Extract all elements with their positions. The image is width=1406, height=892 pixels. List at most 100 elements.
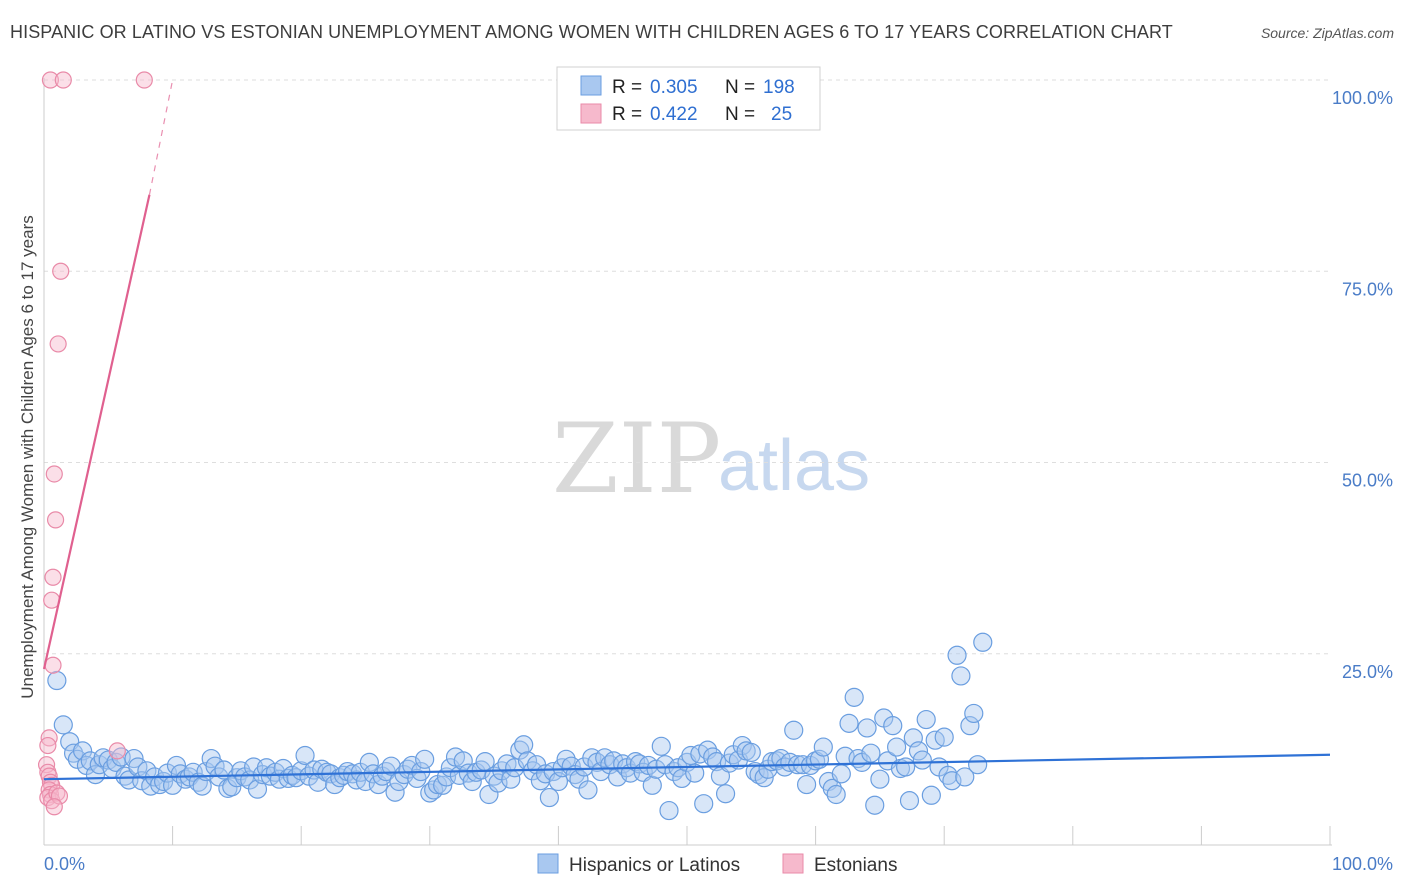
legend: Hispanics or Latinos Estonians — [537, 853, 897, 876]
watermark-zip: ZIP — [552, 403, 721, 515]
point-hispanics — [247, 779, 268, 799]
point-hispanics — [831, 764, 851, 784]
point-hispanics — [539, 787, 559, 808]
stats-r-value-pink: 0.422 — [650, 104, 698, 125]
point-hispanics — [826, 784, 846, 805]
series-estonians — [37, 71, 153, 816]
point-hispanics — [741, 742, 761, 763]
point-hispanics — [53, 715, 73, 735]
source-label: Source: ZipAtlas.com — [1260, 25, 1394, 41]
legend-label-estonians: Estonians — [814, 855, 897, 876]
y-tick-label-50: 50.0% — [1342, 471, 1393, 491]
y-tick-label-100: 100.0% — [1332, 88, 1393, 108]
point-hispanics — [955, 767, 975, 787]
point-estonians — [39, 736, 57, 755]
point-estonians — [46, 511, 65, 529]
point-hispanics — [844, 687, 864, 707]
point-hispanics — [295, 745, 315, 766]
point-hispanics — [942, 771, 962, 791]
point-hispanics — [968, 755, 988, 775]
axes — [43, 78, 1332, 846]
point-hispanics — [642, 775, 662, 795]
point-estonians — [108, 742, 126, 760]
point-hispanics — [188, 772, 208, 792]
point-hispanics — [813, 737, 833, 757]
point-hispanics — [651, 736, 671, 756]
legend-swatch-estonians — [782, 853, 804, 874]
point-estonians — [52, 262, 70, 280]
point-hispanics — [685, 763, 705, 783]
point-hispanics — [951, 666, 971, 686]
stats-r-value-blue: 0.305 — [650, 77, 698, 98]
point-hispanics — [857, 718, 877, 738]
stats-n-value-blue: 198 — [763, 77, 795, 98]
point-hispanics — [510, 740, 530, 760]
point-hispanics — [514, 735, 534, 755]
point-hispanics — [47, 670, 67, 691]
point-hispanics — [899, 791, 920, 811]
x-tick-label-min: 0.0% — [44, 854, 85, 874]
point-hispanics — [694, 794, 714, 814]
point-hispanics — [222, 777, 242, 797]
trend-line-estonians-extension — [148, 79, 174, 195]
point-hispanics — [861, 743, 881, 763]
point-hispanics — [883, 716, 903, 736]
point-hispanics — [921, 785, 941, 805]
point-hispanics — [453, 751, 473, 771]
y-tick-label-25: 25.0% — [1342, 662, 1393, 682]
trend-line-estonians — [42, 194, 151, 670]
point-estonians — [45, 798, 63, 816]
point-hispanics — [865, 795, 885, 815]
point-hispanics — [415, 749, 435, 769]
point-hispanics — [973, 632, 993, 652]
legend-label-hispanics: Hispanics or Latinos — [569, 855, 740, 876]
stats-swatch-blue — [580, 75, 602, 96]
point-hispanics — [896, 757, 916, 777]
point-hispanics — [938, 765, 958, 785]
point-hispanics — [960, 716, 980, 736]
point-hispanics — [887, 737, 907, 757]
point-hispanics — [578, 780, 598, 800]
x-tick-label-max: 100.0% — [1332, 854, 1393, 874]
point-hispanics — [715, 784, 736, 804]
stats-n-label-pink: N = — [725, 104, 755, 125]
y-axis-label: Unemployment Among Women with Children A… — [18, 215, 37, 699]
point-estonians — [44, 568, 62, 586]
point-estonians — [50, 787, 69, 805]
point-estonians — [135, 71, 153, 89]
stats-n-value-pink: 25 — [771, 104, 792, 125]
trend-line-hispanics — [43, 753, 1331, 781]
point-hispanics — [72, 741, 93, 761]
point-estonians — [49, 335, 67, 353]
y-tick-label-75: 75.0% — [1342, 279, 1393, 299]
point-estonians — [44, 656, 62, 674]
grid-lines — [44, 79, 1330, 655]
point-estonians — [45, 465, 63, 483]
point-hispanics — [916, 709, 936, 730]
point-hispanics — [964, 703, 984, 724]
point-hispanics — [839, 713, 859, 733]
watermark-atlas: atlas — [718, 426, 870, 506]
point-hispanics — [784, 720, 804, 740]
point-hispanics — [424, 780, 444, 800]
stats-swatch-pink — [580, 103, 602, 124]
stats-r-label-pink: R = — [612, 104, 642, 125]
point-hispanics — [912, 750, 932, 770]
point-hispanics — [659, 800, 679, 821]
chart-title: HISPANIC OR LATINO VS ESTONIAN UNEMPLOYM… — [10, 22, 1173, 42]
trend-lines — [42, 79, 1331, 781]
point-hispanics — [870, 769, 890, 789]
point-estonians — [48, 784, 66, 802]
stats-n-label-blue: N = — [725, 77, 755, 98]
point-hispanics — [947, 645, 967, 665]
point-hispanics — [137, 761, 157, 781]
series-hispanics-or-latinos — [47, 632, 993, 821]
point-hispanics — [385, 782, 405, 802]
y-tick-labels: 25.0% 50.0% 75.0% 100.0% — [1332, 88, 1393, 682]
legend-swatch-hispanics — [537, 853, 559, 874]
point-hispanics — [488, 773, 508, 793]
point-hispanics — [359, 752, 379, 772]
point-hispanics — [934, 727, 954, 747]
stats-box: R = 0.305 N = 198 R = 0.422 N = 25 — [556, 66, 821, 131]
